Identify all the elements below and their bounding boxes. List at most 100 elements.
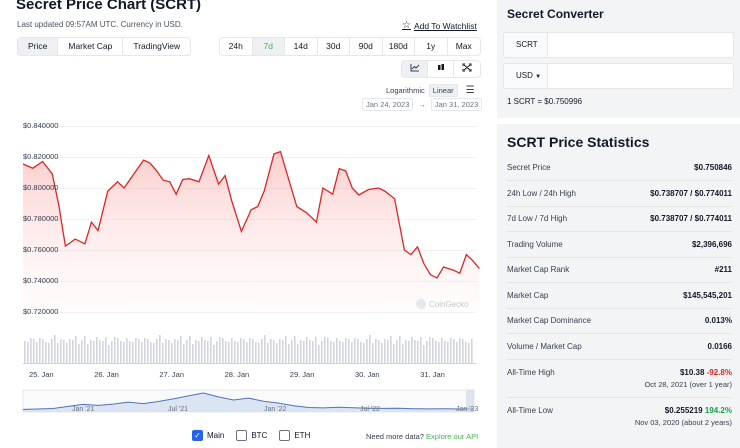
volume-bar	[270, 339, 272, 363]
range-7d[interactable]: 7d	[252, 38, 285, 55]
stat-label: Secret Price	[507, 163, 551, 172]
range-30d[interactable]: 30d	[318, 38, 350, 55]
date-to[interactable]: Jan 31, 2023	[430, 98, 483, 111]
navigator-window	[466, 390, 474, 412]
star-icon: ☆	[402, 20, 411, 31]
stat-row-ath: All-Time High $10.38 -92.8% Oct 28, 2021…	[507, 360, 732, 398]
explore-api-link[interactable]: Explore our API	[426, 432, 479, 441]
more-data: Need more data? Explore our API	[366, 432, 478, 441]
stat-label: Trading Volume	[507, 240, 563, 249]
stat-value: 0.0166	[707, 342, 732, 351]
volume-bar	[246, 342, 248, 363]
volume-bar	[99, 340, 101, 363]
volume-bar	[396, 340, 398, 363]
volume-bar	[306, 337, 308, 363]
volume-bar	[249, 338, 251, 363]
fullscreen-icon[interactable]	[454, 61, 480, 77]
volume-bar	[354, 338, 356, 363]
volume-bar	[438, 342, 440, 363]
volume-bar	[177, 340, 179, 363]
volume-bar	[447, 342, 449, 363]
volume-bar	[330, 341, 332, 363]
price-chart[interactable]: CoinGecko Jan '21 Jul '21 Jan '22 Jul '22 Jan…	[0, 0, 490, 448]
stat-row-atl: All-Time Low $0.255219 194.2% Nov 03, 20…	[507, 398, 732, 436]
volume-bar	[429, 337, 431, 363]
converter-to-field[interactable]: USD ▼	[503, 63, 734, 89]
volume-bar	[123, 342, 125, 363]
stat-value: $0.738707 / $0.774011	[650, 214, 732, 223]
volume-bar	[108, 345, 110, 363]
line-chart-icon[interactable]	[402, 61, 428, 77]
volume-bar	[357, 339, 359, 363]
volume-bar	[318, 345, 320, 363]
volume-bar	[351, 342, 353, 363]
y-tick-label: $0.720000	[23, 307, 59, 316]
volume-bar	[66, 343, 68, 363]
volume-bar	[228, 342, 230, 363]
x-tick-label: 27. Jan	[159, 370, 184, 379]
volume-bar	[252, 339, 254, 363]
checkbox-icon[interactable]	[279, 430, 291, 441]
range-1y[interactable]: 1y	[415, 38, 448, 55]
date-range: Jan 24, 2023 → Jan 31, 2023	[362, 98, 483, 111]
date-from[interactable]: Jan 24, 2023	[362, 98, 414, 111]
scale-linear[interactable]: Linear	[428, 84, 458, 97]
volume-bar	[243, 339, 245, 363]
volume-bar	[165, 339, 167, 363]
volume-bar	[168, 340, 170, 363]
volume-bar	[189, 336, 191, 363]
chart-menu-icon[interactable]: ☰	[465, 85, 475, 96]
converter-from-field[interactable]: SCRT	[503, 32, 734, 58]
volume-bar	[471, 339, 473, 363]
volume-bar	[378, 340, 380, 363]
currency-select[interactable]: USD ▼	[504, 64, 548, 88]
x-tick-label: 26. Jan	[94, 370, 119, 379]
volume-bar	[36, 342, 38, 363]
x-tick-label: 30. Jan	[355, 370, 380, 379]
caret-down-icon: ▼	[535, 74, 542, 80]
volume-bar	[192, 344, 194, 363]
volume-bar	[45, 342, 47, 363]
range-max[interactable]: Max	[455, 41, 472, 51]
tab-tradingview[interactable]: TradingView	[133, 41, 181, 51]
ath-value: $10.38	[679, 368, 705, 377]
converter-title: Secret Converter	[507, 7, 604, 21]
range-90d[interactable]: 90d	[350, 38, 383, 55]
volume-bar	[300, 340, 302, 363]
volume-bar	[132, 342, 134, 363]
volume-bar	[255, 342, 257, 363]
tab-market-cap[interactable]: Market Cap	[58, 38, 124, 55]
conversion-rate: 1 SCRT = $0.750996	[507, 97, 583, 106]
tab-price[interactable]: Price	[18, 38, 59, 55]
volume-bar	[240, 338, 242, 363]
volume-bar	[288, 344, 290, 363]
x-tick-label: 25. Jan	[29, 370, 54, 379]
volume-bar	[111, 341, 113, 363]
chart-tabs: Price Market Cap TradingView	[17, 37, 192, 56]
range-24h[interactable]: 24h	[220, 38, 253, 55]
range-14d[interactable]: 14d	[285, 38, 318, 55]
volume-bar	[174, 339, 176, 363]
coingecko-watermark: CoinGecko	[416, 299, 469, 309]
range-180d[interactable]: 180d	[383, 38, 415, 55]
legend-main[interactable]: ✓ Main	[192, 430, 224, 441]
legend-btc-label: BTC	[251, 431, 268, 440]
scale-logarithmic[interactable]: Logarithmic	[386, 86, 425, 95]
volume-bar	[372, 343, 374, 363]
checkbox-icon[interactable]	[236, 430, 248, 441]
checkbox-checked-icon[interactable]: ✓	[192, 430, 203, 441]
volume-bar	[375, 339, 377, 363]
volume-bar	[90, 340, 92, 363]
add-to-watchlist-link[interactable]: ☆ Add To Watchlist	[402, 20, 477, 31]
coingecko-logo-icon	[416, 299, 426, 309]
volume-bar	[261, 339, 263, 363]
legend-eth[interactable]: ETH	[279, 430, 310, 441]
volume-bar	[285, 336, 287, 363]
candlestick-icon[interactable]	[428, 61, 454, 77]
volume-bar	[258, 343, 260, 363]
volume-bar	[234, 341, 236, 363]
legend-eth-label: ETH	[294, 431, 311, 440]
legend-btc[interactable]: BTC	[236, 430, 267, 441]
volume-bar	[426, 341, 428, 363]
volume-bar	[156, 339, 158, 363]
